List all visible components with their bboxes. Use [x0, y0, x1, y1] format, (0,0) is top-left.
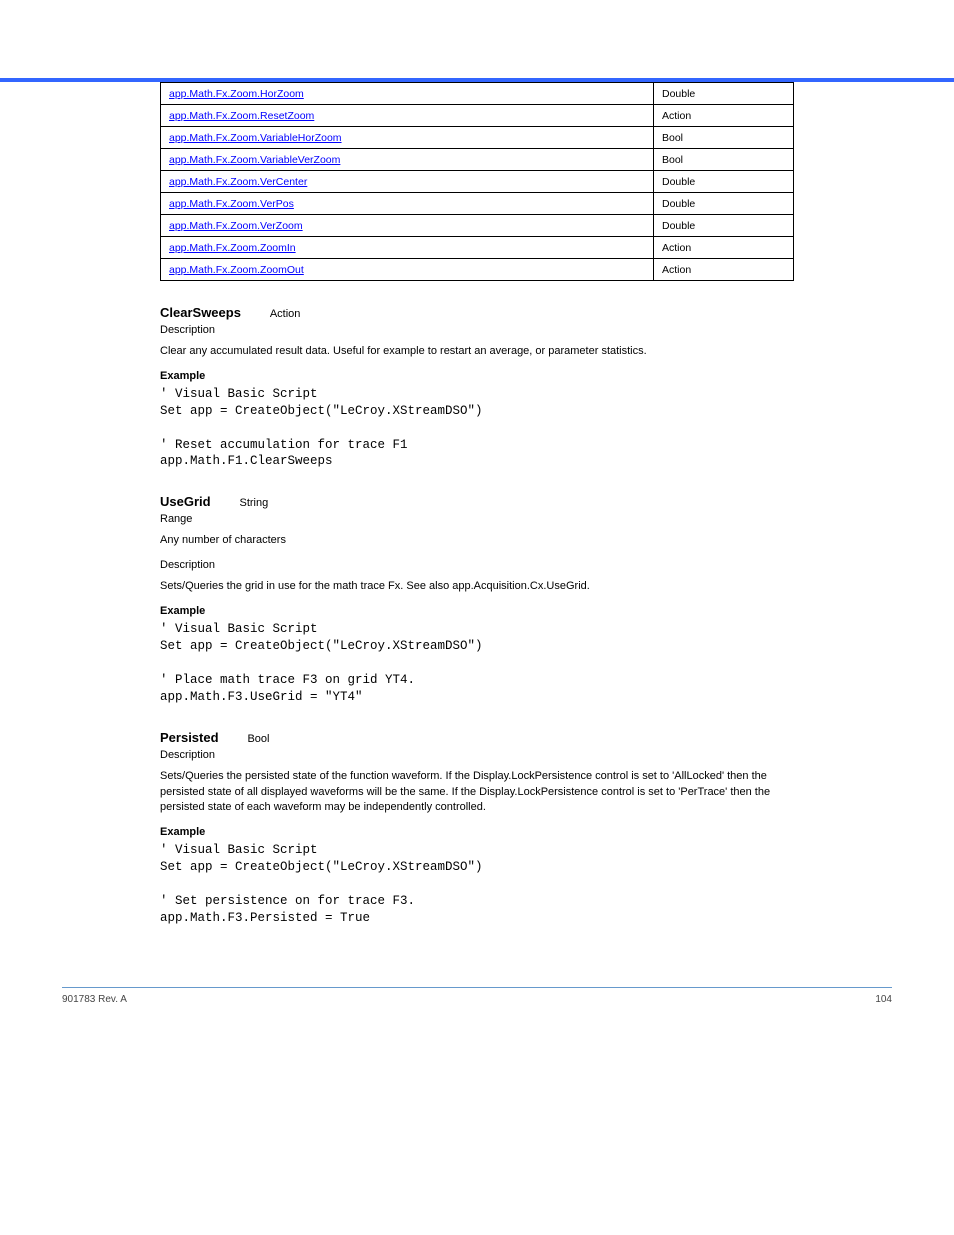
- section-title-persisted: Persisted Bool: [160, 730, 794, 745]
- description-label: Description: [160, 559, 794, 571]
- page: Automation Command and Query Reference M…: [0, 0, 954, 1005]
- table-row: app.Math.Fx.Zoom.ResetZoomAction: [161, 105, 794, 127]
- footer-revision: 901783 Rev. A: [62, 994, 127, 1005]
- description-label: Description: [160, 324, 794, 336]
- table-cell-type: Double: [654, 215, 794, 237]
- table-row: app.Math.Fx.Zoom.HorZoomDouble: [161, 83, 794, 105]
- code-block: ' Visual Basic Script Set app = CreateOb…: [160, 386, 794, 470]
- table-cell-link[interactable]: app.Math.Fx.Zoom.ZoomIn: [161, 237, 654, 259]
- table-row: app.Math.Fx.Zoom.VerZoomDouble: [161, 215, 794, 237]
- api-type: Bool: [247, 733, 269, 745]
- description-text: Clear any accumulated result data. Usefu…: [160, 344, 794, 360]
- content-area: app.Math.Fx.Zoom.HorZoomDoubleapp.Math.F…: [0, 82, 954, 927]
- api-name: UseGrid: [160, 494, 211, 509]
- table-cell-link[interactable]: app.Math.Fx.Zoom.VariableHorZoom: [161, 127, 654, 149]
- description-label: Description: [160, 749, 794, 761]
- description-text: Sets/Queries the grid in use for the mat…: [160, 579, 794, 595]
- table-row: app.Math.Fx.Zoom.VariableHorZoomBool: [161, 127, 794, 149]
- table-cell-link[interactable]: app.Math.Fx.Zoom.VariableVerZoom: [161, 149, 654, 171]
- page-footer: 901783 Rev. A 104: [62, 987, 892, 1005]
- example-label: Example: [160, 370, 794, 382]
- footer-page-number: 104: [875, 994, 892, 1005]
- table-cell-link[interactable]: app.Math.Fx.Zoom.HorZoom: [161, 83, 654, 105]
- table-row: app.Math.Fx.Zoom.ZoomOutAction: [161, 259, 794, 281]
- section-title-usegrid: UseGrid String: [160, 494, 794, 509]
- table-row: app.Math.Fx.Zoom.VerCenterDouble: [161, 171, 794, 193]
- code-block: ' Visual Basic Script Set app = CreateOb…: [160, 621, 794, 705]
- table-cell-type: Bool: [654, 127, 794, 149]
- table-cell-type: Bool: [654, 149, 794, 171]
- description-text: Sets/Queries the persisted state of the …: [160, 769, 794, 817]
- reference-table: app.Math.Fx.Zoom.HorZoomDoubleapp.Math.F…: [160, 82, 794, 281]
- table-cell-type: Double: [654, 193, 794, 215]
- section-title-clearsweeps: ClearSweeps Action: [160, 305, 794, 320]
- api-name: ClearSweeps: [160, 305, 241, 320]
- table-cell-link[interactable]: app.Math.Fx.Zoom.VerCenter: [161, 171, 654, 193]
- table-cell-link[interactable]: app.Math.Fx.Zoom.VerPos: [161, 193, 654, 215]
- range-label: Range: [160, 513, 794, 525]
- table-cell-type: Action: [654, 237, 794, 259]
- table-cell-link[interactable]: app.Math.Fx.Zoom.VerZoom: [161, 215, 654, 237]
- example-label: Example: [160, 605, 794, 617]
- table-cell-link[interactable]: app.Math.Fx.Zoom.ZoomOut: [161, 259, 654, 281]
- code-block: ' Visual Basic Script Set app = CreateOb…: [160, 842, 794, 926]
- table-cell-type: Action: [654, 105, 794, 127]
- table-cell-type: Double: [654, 83, 794, 105]
- api-type: Action: [270, 308, 301, 320]
- table-cell-link[interactable]: app.Math.Fx.Zoom.ResetZoom: [161, 105, 654, 127]
- table-cell-type: Action: [654, 259, 794, 281]
- api-type: String: [239, 497, 268, 509]
- table-row: app.Math.Fx.Zoom.VariableVerZoomBool: [161, 149, 794, 171]
- range-text: Any number of characters: [160, 533, 794, 549]
- table-cell-type: Double: [654, 171, 794, 193]
- table-row: app.Math.Fx.Zoom.VerPosDouble: [161, 193, 794, 215]
- example-label: Example: [160, 826, 794, 838]
- table-row: app.Math.Fx.Zoom.ZoomInAction: [161, 237, 794, 259]
- api-name: Persisted: [160, 730, 219, 745]
